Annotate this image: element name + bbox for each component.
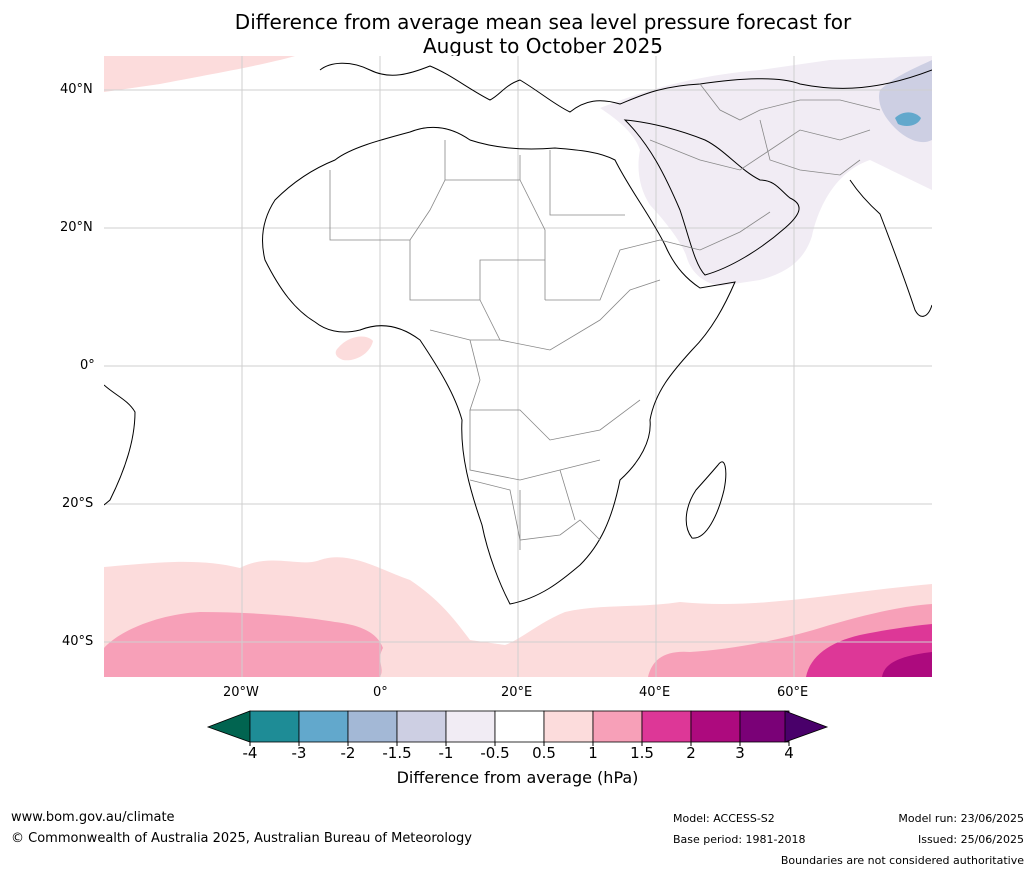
lon-label-60e: 60°E bbox=[777, 685, 809, 700]
country-boundaries bbox=[329, 83, 881, 550]
lon-label-20w: 20°W bbox=[223, 685, 259, 700]
colorbar-bin bbox=[690, 710, 741, 743]
colorbar-tick-label: 3 bbox=[735, 744, 745, 762]
colorbar-tick-label: -1.5 bbox=[382, 744, 412, 762]
colorbar bbox=[206, 710, 829, 746]
lat-label-40s: 40°S bbox=[62, 634, 94, 649]
colorbar-bin bbox=[641, 710, 692, 743]
lon-label-40e: 40°E bbox=[639, 685, 671, 700]
africa-coastline bbox=[261, 126, 736, 605]
arabian-peninsula-coastline bbox=[623, 119, 800, 276]
lat-label-20s: 20°S bbox=[62, 496, 94, 511]
chart-title: Difference from average mean sea level p… bbox=[0, 10, 1035, 58]
lat-label-equator: 0° bbox=[80, 358, 95, 373]
model-text: Model: ACCESS-S2 bbox=[673, 812, 775, 825]
colorbar-bin bbox=[494, 710, 545, 743]
colorbar-bin bbox=[592, 710, 643, 743]
colorbar-bin bbox=[396, 710, 447, 743]
colorbar-bin bbox=[249, 710, 300, 743]
base-period-text: Base period: 1981-2018 bbox=[673, 833, 806, 846]
colorbar-bin bbox=[347, 710, 398, 743]
lon-label-0: 0° bbox=[373, 685, 388, 700]
anomaly-moderate-positive-south-atlantic bbox=[104, 612, 383, 677]
colorbar-title: Difference from average (hPa) bbox=[396, 768, 639, 787]
map-area bbox=[104, 56, 932, 677]
colorbar-tick-label: -3 bbox=[291, 744, 307, 762]
colorbar-bins bbox=[249, 710, 790, 743]
colorbar-bin bbox=[298, 710, 349, 743]
colorbar-tick-label: -0.5 bbox=[480, 744, 510, 762]
coastlines bbox=[104, 62, 932, 605]
lon-label-20e: 20°E bbox=[501, 685, 533, 700]
colorbar-under-arrow bbox=[206, 710, 251, 743]
colorbar-tick-label: 2 bbox=[686, 744, 696, 762]
anomaly-strong-negative-himalaya bbox=[895, 112, 921, 126]
colorbar-ticks bbox=[249, 742, 790, 746]
colorbar-bin bbox=[543, 710, 594, 743]
colorbar-tick-label: -4 bbox=[242, 744, 258, 762]
colorbar-tick-label: 0.5 bbox=[532, 744, 556, 762]
gridlines bbox=[104, 56, 932, 677]
title-line-2: August to October 2025 bbox=[422, 34, 664, 58]
colorbar-tick-label: -2 bbox=[340, 744, 356, 762]
issued-text: Issued: 25/06/2025 bbox=[917, 833, 1024, 846]
anomaly-positive-north-atlantic bbox=[104, 56, 295, 92]
europe-coastline bbox=[319, 62, 932, 113]
madagascar-coastline bbox=[685, 461, 727, 539]
colorbar-bin bbox=[445, 710, 496, 743]
model-run-text: Model run: 23/06/2025 bbox=[898, 812, 1024, 825]
colorbar-tick-label: -1 bbox=[438, 744, 454, 762]
lat-label-40n: 40°N bbox=[60, 82, 93, 97]
colorbar-tick-label: 4 bbox=[784, 744, 794, 762]
anomaly-very-strong-positive-south-indian bbox=[882, 652, 932, 677]
anomaly-positive-gulf-of-guinea bbox=[335, 336, 373, 361]
lat-label-20n: 20°N bbox=[60, 220, 93, 235]
colorbar-tick-label: 1 bbox=[588, 744, 598, 762]
colorbar-over-arrow bbox=[784, 710, 829, 743]
title-line-1: Difference from average mean sea level p… bbox=[234, 10, 852, 34]
south-america-coastline bbox=[104, 384, 136, 506]
colorbar-bin bbox=[739, 710, 790, 743]
disclaimer-text: Boundaries are not considered authoritat… bbox=[780, 854, 1024, 867]
colorbar-tick-label: 1.5 bbox=[630, 744, 654, 762]
copyright-text: © Commonwealth of Australia 2025, Austra… bbox=[11, 831, 472, 846]
south-asia-coastline bbox=[849, 179, 932, 317]
website-link[interactable]: www.bom.gov.au/climate bbox=[11, 810, 175, 825]
